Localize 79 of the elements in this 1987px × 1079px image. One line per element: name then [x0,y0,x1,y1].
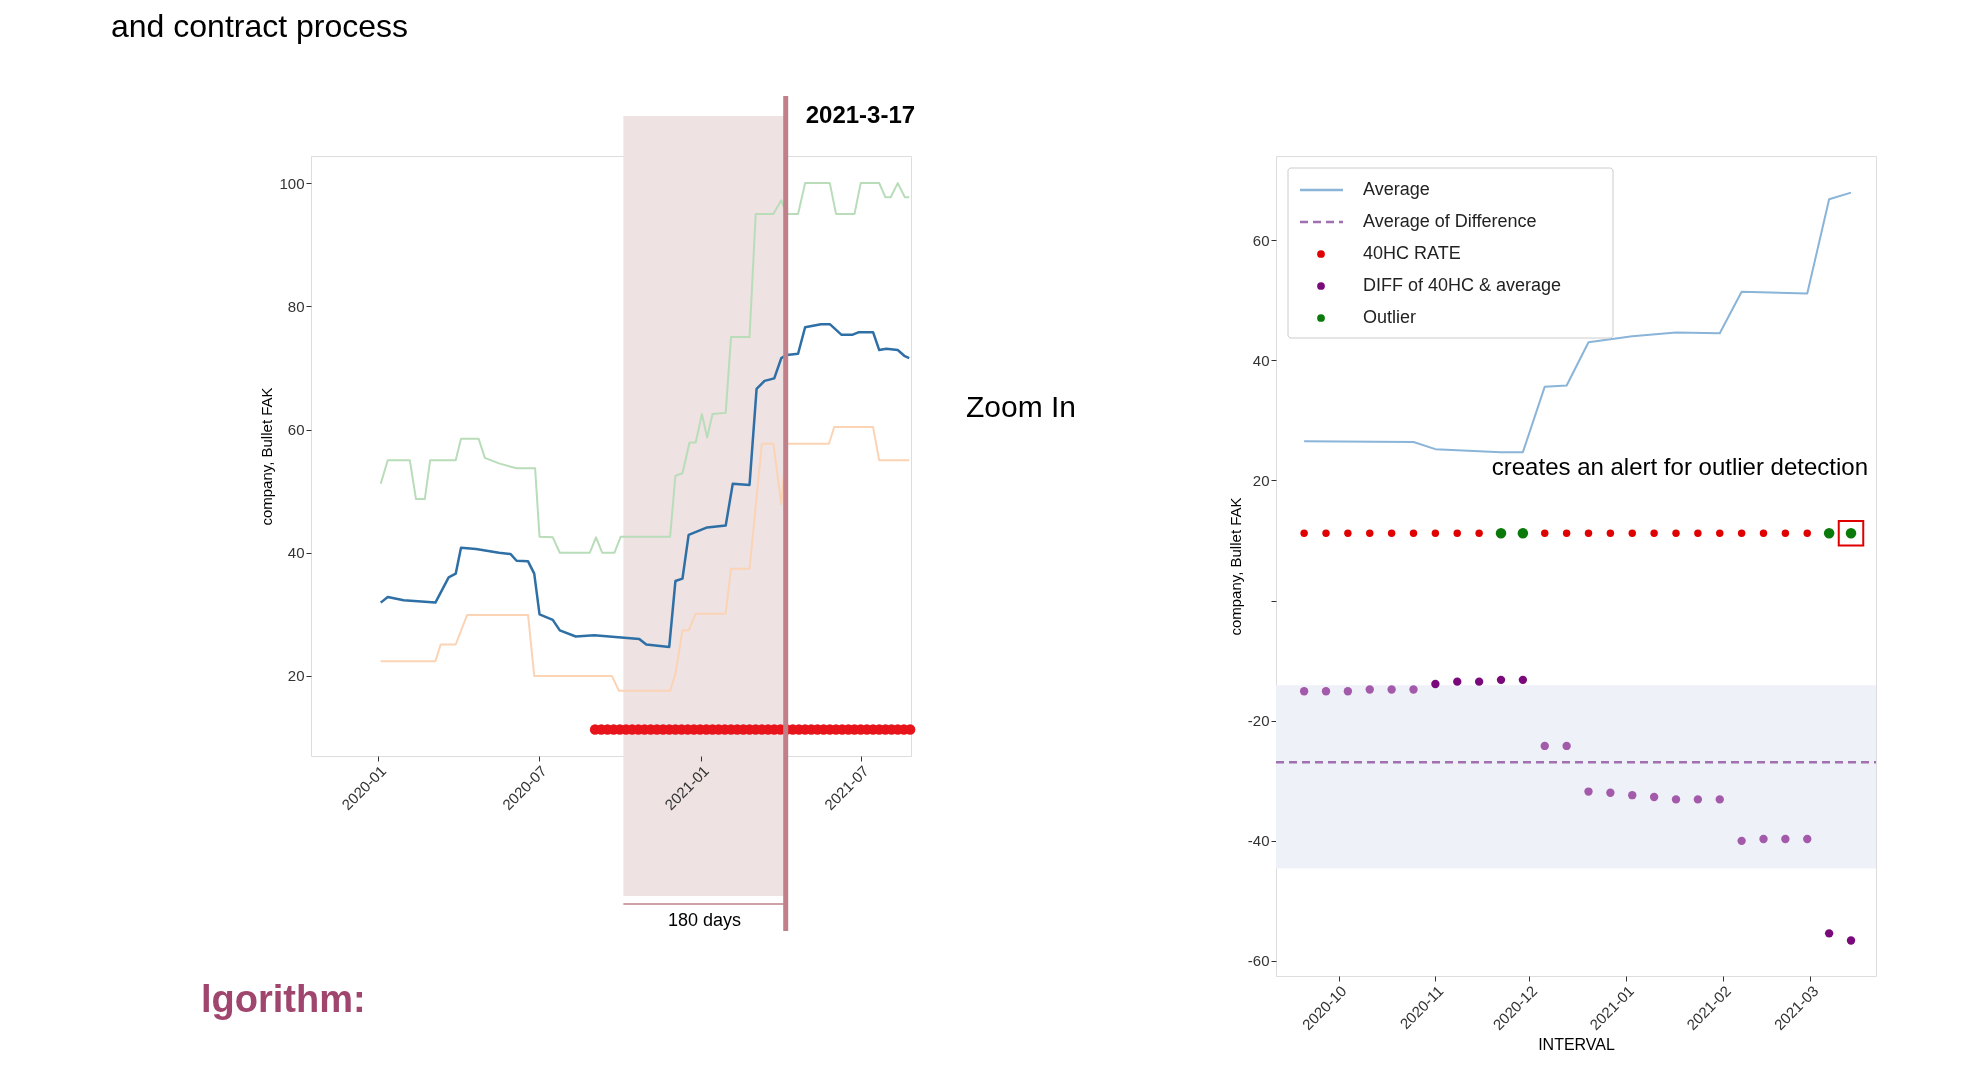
point [1387,685,1396,694]
point [1431,679,1440,689]
point [1694,529,1702,537]
point [1475,529,1483,537]
point [1517,528,1529,539]
point [1366,529,1374,537]
line-series [379,322,911,649]
line-series [379,426,911,692]
point [1495,528,1507,539]
point [1606,788,1615,797]
y-tick-label: 20 [287,667,305,685]
point [1781,834,1790,844]
point [1584,787,1593,796]
point [1343,687,1353,696]
point [1759,834,1768,844]
point [1584,529,1593,537]
y-axis-title: company, Bullet FAK [258,387,276,526]
point [1365,685,1374,694]
legend-label: Outlier [1363,307,1417,327]
point [1671,795,1681,804]
text: Zoom In [965,390,1077,423]
point [1846,936,1856,945]
legend-label: DIFF of 40HC & average [1363,275,1562,295]
point [1321,687,1331,696]
point [1409,529,1418,537]
point [1628,791,1637,800]
annotation: creates an alert for outlier detection [1491,452,1868,480]
y-tick-label: 60 [1252,231,1270,249]
ref-line-label: 2021-3-17 [805,101,916,128]
y-tick-label: -20 [1247,712,1270,730]
point [1759,529,1768,537]
point [1803,529,1811,537]
y-tick-label: -40 [1247,832,1270,850]
y-tick-label: -60 [1247,952,1270,970]
point [1431,529,1440,537]
y-tick-label: 60 [287,421,305,439]
point [1541,529,1549,537]
point [1649,792,1659,802]
point [1299,687,1309,696]
chart-title: and contract process [111,7,409,44]
point [1300,529,1308,537]
point [1628,529,1636,537]
point [1672,529,1680,537]
y-tick-label: 20 [1252,471,1270,489]
band-label: 180 days [668,910,742,930]
point [1606,529,1615,537]
legend-label: 40HC RATE [1363,243,1461,263]
y-tick-label: 40 [1252,351,1270,369]
point [1715,795,1724,804]
point [1474,677,1484,686]
point [1824,929,1834,938]
point [1540,741,1549,751]
y-tick-label: 40 [287,544,305,562]
line-series [379,182,911,554]
point [1453,677,1462,686]
point [1737,836,1746,846]
legend-label: Average of Difference [1363,211,1537,231]
point [1409,685,1418,694]
point [1716,529,1724,537]
y-tick-label: 100 [279,174,305,192]
legend-label: Average [1363,179,1430,199]
point [1496,675,1506,685]
point [1562,741,1571,751]
point [1453,529,1461,537]
point [1693,795,1703,804]
point [1737,529,1746,537]
y-axis-title: company, Bullet FAK [1226,497,1244,636]
x-axis-title: INTERVAL [1538,1036,1615,1054]
y-tick-label: 80 [287,297,305,315]
point [1803,834,1812,844]
point [1562,529,1571,537]
point [1322,529,1330,537]
point [1387,529,1396,537]
point [1781,529,1790,537]
point [1344,529,1352,537]
point [1518,675,1528,685]
point [1823,528,1835,539]
text: lgorithm: [201,978,366,1020]
point [1650,529,1658,537]
